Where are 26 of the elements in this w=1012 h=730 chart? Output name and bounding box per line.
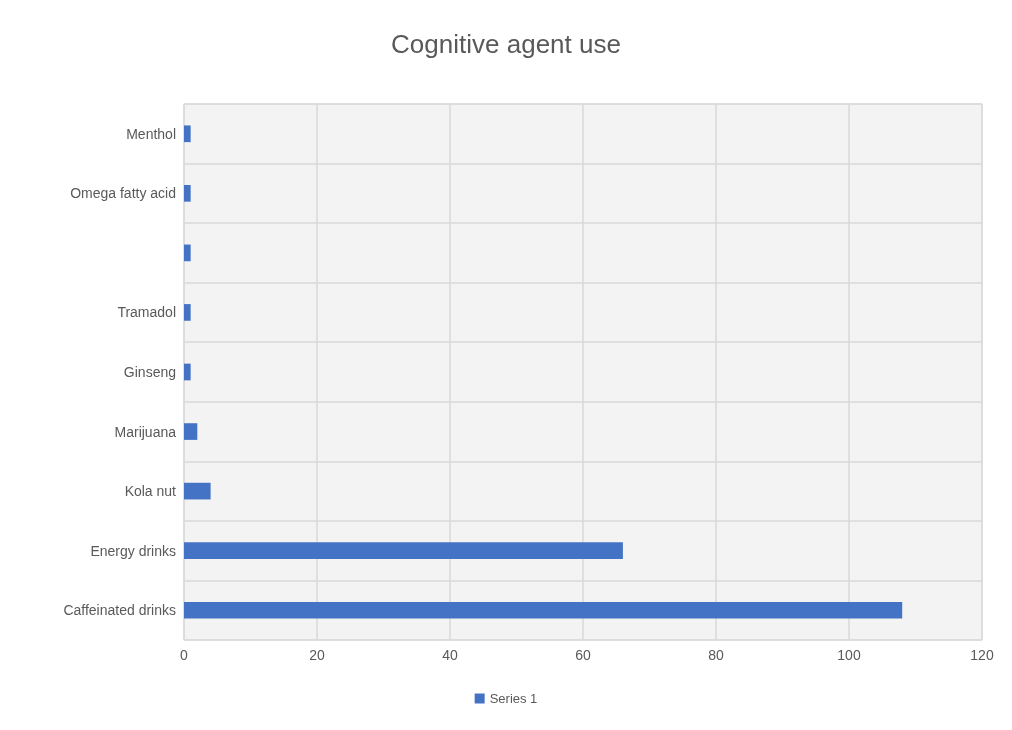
y-tick-label: Omega fatty acid (70, 185, 176, 202)
chart-title: Cognitive agent use (391, 29, 621, 59)
bar (184, 363, 191, 381)
x-tick-label: 60 (575, 647, 591, 663)
x-tick-label: 40 (442, 647, 458, 663)
bar (184, 542, 623, 559)
y-tick-label: Menthol (126, 125, 176, 142)
legend-label: Series 1 (489, 691, 538, 706)
bar (184, 304, 191, 321)
y-tick-label: Tramadol (117, 304, 176, 321)
bar (184, 185, 191, 202)
y-tick-label: Marijuana (114, 423, 177, 440)
x-tick-label: 120 (970, 647, 994, 663)
bar (184, 601, 903, 619)
x-tick-label: 100 (837, 647, 861, 663)
bar (184, 482, 211, 500)
y-tick-label: Caffeinated drinks (63, 602, 176, 619)
y-tick-label: Ginseng (123, 364, 176, 380)
y-tick-label: Energy drinks (90, 542, 176, 559)
x-tick-label: 0 (180, 647, 189, 663)
y-tick-label: Kola nut (124, 483, 177, 500)
x-tick-label: 80 (708, 647, 724, 663)
bar (184, 125, 191, 143)
bar (184, 244, 191, 262)
bar (184, 423, 198, 440)
x-tick-label: 20 (309, 647, 325, 663)
